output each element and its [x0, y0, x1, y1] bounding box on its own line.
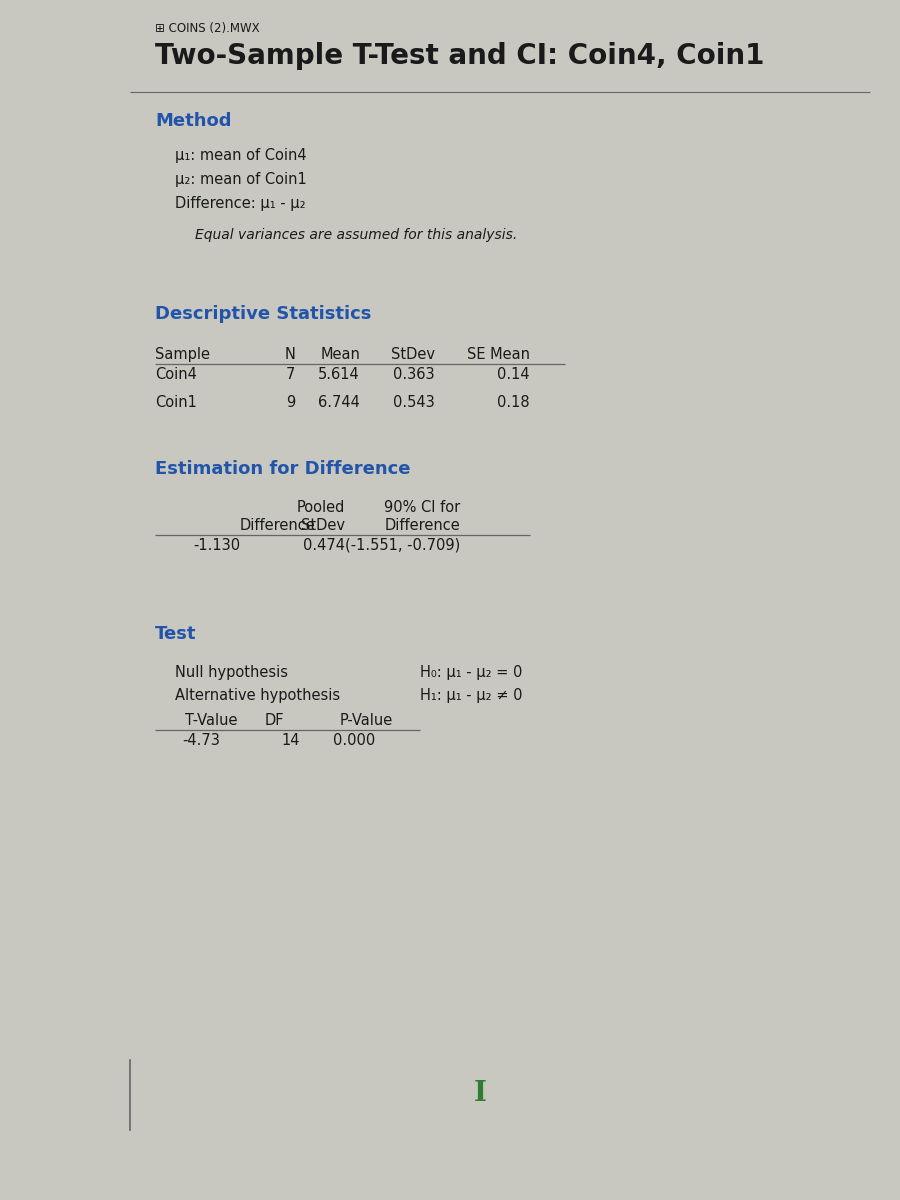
Text: Alternative hypothesis: Alternative hypothesis — [175, 688, 340, 703]
Text: 0.543: 0.543 — [393, 395, 435, 410]
Text: N: N — [284, 347, 295, 362]
Text: 0.14: 0.14 — [498, 367, 530, 382]
Text: 0.000: 0.000 — [333, 733, 375, 748]
Text: T-Value: T-Value — [185, 713, 238, 728]
Text: Mean: Mean — [320, 347, 360, 362]
Text: Null hypothesis: Null hypothesis — [175, 665, 288, 680]
Text: 14: 14 — [282, 733, 300, 748]
Text: Difference: Difference — [384, 518, 460, 533]
Text: 6.744: 6.744 — [318, 395, 360, 410]
Text: Coin4: Coin4 — [155, 367, 197, 382]
Text: Test: Test — [155, 625, 196, 643]
Text: 0.18: 0.18 — [498, 395, 530, 410]
Text: μ₁: mean of Coin4: μ₁: mean of Coin4 — [175, 148, 307, 163]
Text: -1.130: -1.130 — [193, 538, 240, 553]
Text: Estimation for Difference: Estimation for Difference — [155, 460, 410, 478]
Text: 0.363: 0.363 — [393, 367, 435, 382]
Text: 90% CI for: 90% CI for — [383, 500, 460, 515]
Text: μ₂: mean of Coin1: μ₂: mean of Coin1 — [175, 172, 307, 187]
Text: ⊞ COINS (2).MWX: ⊞ COINS (2).MWX — [155, 22, 259, 35]
Text: I: I — [473, 1080, 486, 1106]
Text: 0.474: 0.474 — [303, 538, 345, 553]
Text: H₁: μ₁ - μ₂ ≠ 0: H₁: μ₁ - μ₂ ≠ 0 — [420, 688, 523, 703]
Text: Method: Method — [155, 112, 231, 130]
Text: Difference: Difference — [240, 518, 316, 533]
Text: DF: DF — [265, 713, 284, 728]
Text: -4.73: -4.73 — [182, 733, 220, 748]
Text: Coin1: Coin1 — [155, 395, 197, 410]
Text: Sample: Sample — [155, 347, 210, 362]
Text: Two-Sample T-Test and CI: Coin4, Coin1: Two-Sample T-Test and CI: Coin4, Coin1 — [155, 42, 764, 70]
Text: 7: 7 — [285, 367, 295, 382]
Text: H₀: μ₁ - μ₂ = 0: H₀: μ₁ - μ₂ = 0 — [420, 665, 522, 680]
Text: StDev: StDev — [301, 518, 345, 533]
Text: 5.614: 5.614 — [319, 367, 360, 382]
Text: Difference: μ₁ - μ₂: Difference: μ₁ - μ₂ — [175, 196, 306, 211]
Text: P-Value: P-Value — [340, 713, 393, 728]
Text: 9: 9 — [286, 395, 295, 410]
Text: SE Mean: SE Mean — [467, 347, 530, 362]
Text: (-1.551, -0.709): (-1.551, -0.709) — [345, 538, 460, 553]
Text: Descriptive Statistics: Descriptive Statistics — [155, 305, 372, 323]
Text: StDev: StDev — [391, 347, 435, 362]
Text: Pooled: Pooled — [297, 500, 345, 515]
Text: Equal variances are assumed for this analysis.: Equal variances are assumed for this ana… — [195, 228, 518, 242]
